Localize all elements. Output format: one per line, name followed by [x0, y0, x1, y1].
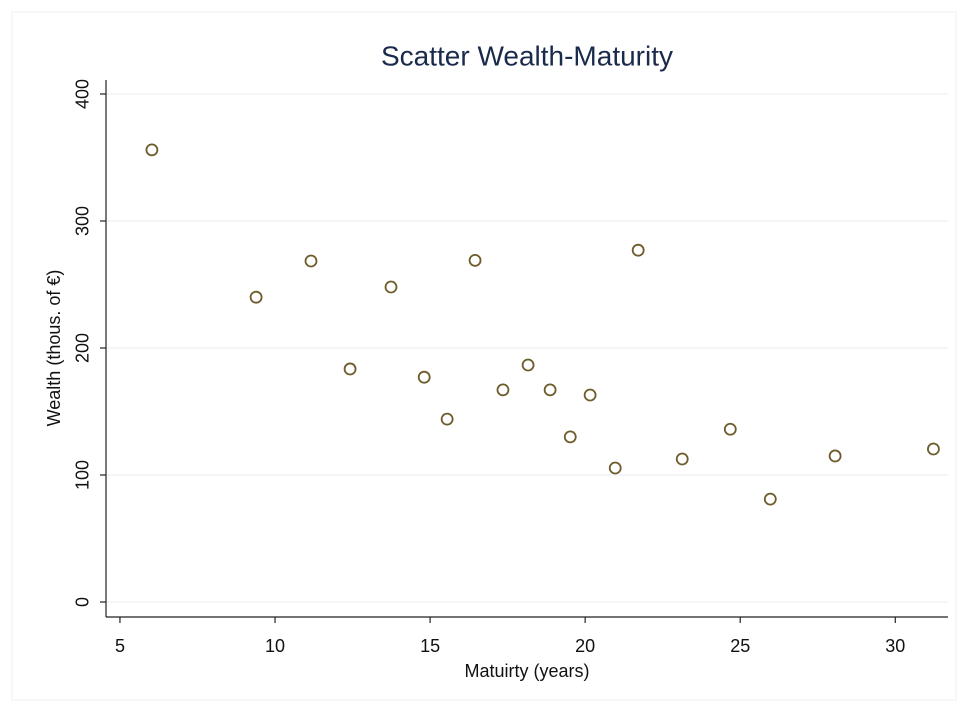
point: [927, 442, 940, 456]
y-tick-label: 100: [73, 460, 93, 490]
point: [521, 358, 535, 372]
y-axis-label: Wealth (thous. of €): [44, 270, 64, 427]
y-tick-label: 400: [73, 79, 93, 109]
chart-background: [11, 11, 957, 701]
y-tick-label: 0: [73, 597, 93, 607]
x-tick-label: 20: [575, 636, 595, 656]
point: [249, 290, 263, 304]
point: [631, 243, 645, 257]
x-tick-label: 15: [420, 636, 440, 656]
point: [304, 254, 318, 268]
point: [145, 143, 159, 157]
point: [583, 388, 597, 402]
y-tick-label: 200: [73, 333, 93, 363]
point: [440, 412, 454, 426]
chart-title: Scatter Wealth-Maturity: [381, 40, 673, 71]
point: [723, 422, 737, 436]
point: [417, 370, 431, 384]
point: [543, 383, 557, 397]
point: [343, 362, 357, 376]
point: [608, 461, 622, 475]
point: [496, 383, 510, 397]
x-tick-label: 25: [730, 636, 750, 656]
point: [763, 492, 777, 506]
x-tick-label: 5: [115, 636, 125, 656]
x-axis-label: Matuirty (years): [464, 661, 589, 681]
point: [384, 280, 398, 294]
point: [828, 449, 842, 463]
point: [675, 452, 689, 466]
x-tick-label: 30: [885, 636, 905, 656]
point: [468, 253, 482, 267]
x-tick-label: 10: [265, 636, 285, 656]
point: [563, 430, 577, 444]
y-tick-label: 300: [73, 206, 93, 236]
